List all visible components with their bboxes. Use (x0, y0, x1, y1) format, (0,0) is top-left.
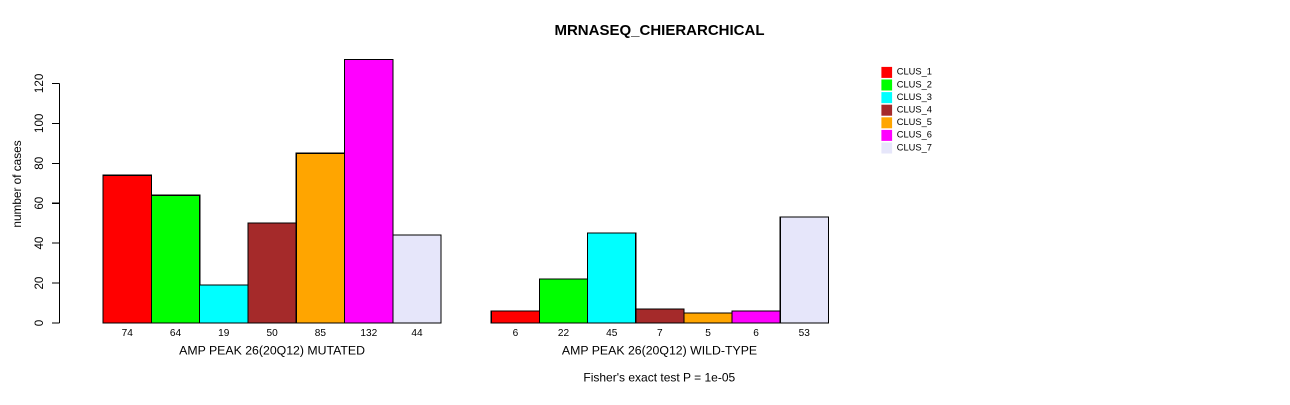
svg-text:44: 44 (411, 328, 423, 339)
svg-text:CLUS_4: CLUS_4 (897, 105, 932, 115)
svg-text:40: 40 (33, 237, 46, 250)
svg-text:45: 45 (606, 328, 618, 339)
svg-text:6: 6 (753, 328, 759, 339)
svg-text:CLUS_2: CLUS_2 (897, 79, 932, 89)
svg-text:Fisher's exact test P = 1e-05: Fisher's exact test P = 1e-05 (583, 371, 735, 385)
svg-text:7: 7 (657, 328, 663, 339)
svg-text:MRNASEQ_CHIERARCHICAL: MRNASEQ_CHIERARCHICAL (554, 22, 764, 39)
svg-text:AMP PEAK 26(20Q12) WILD-TYPE: AMP PEAK 26(20Q12) WILD-TYPE (562, 343, 757, 357)
svg-text:85: 85 (315, 328, 327, 339)
svg-text:CLUS_1: CLUS_1 (897, 67, 932, 77)
svg-text:CLUS_7: CLUS_7 (897, 142, 932, 152)
svg-text:22: 22 (558, 328, 570, 339)
svg-text:132: 132 (360, 328, 377, 339)
svg-text:80: 80 (33, 157, 46, 170)
svg-text:100: 100 (33, 114, 46, 133)
svg-text:64: 64 (170, 328, 182, 339)
svg-text:53: 53 (799, 328, 811, 339)
svg-text:5: 5 (705, 328, 711, 339)
svg-text:number of cases: number of cases (10, 140, 24, 227)
svg-text:60: 60 (33, 197, 46, 210)
svg-text:CLUS_3: CLUS_3 (897, 92, 932, 102)
svg-text:CLUS_6: CLUS_6 (897, 130, 932, 140)
svg-text:6: 6 (513, 328, 519, 339)
svg-text:50: 50 (266, 328, 278, 339)
svg-text:74: 74 (122, 328, 134, 339)
svg-text:0: 0 (33, 320, 46, 326)
svg-text:CLUS_5: CLUS_5 (897, 117, 932, 127)
svg-text:19: 19 (218, 328, 230, 339)
svg-text:120: 120 (33, 74, 46, 93)
svg-text:AMP PEAK 26(20Q12) MUTATED: AMP PEAK 26(20Q12) MUTATED (179, 343, 365, 357)
svg-text:20: 20 (33, 277, 46, 290)
